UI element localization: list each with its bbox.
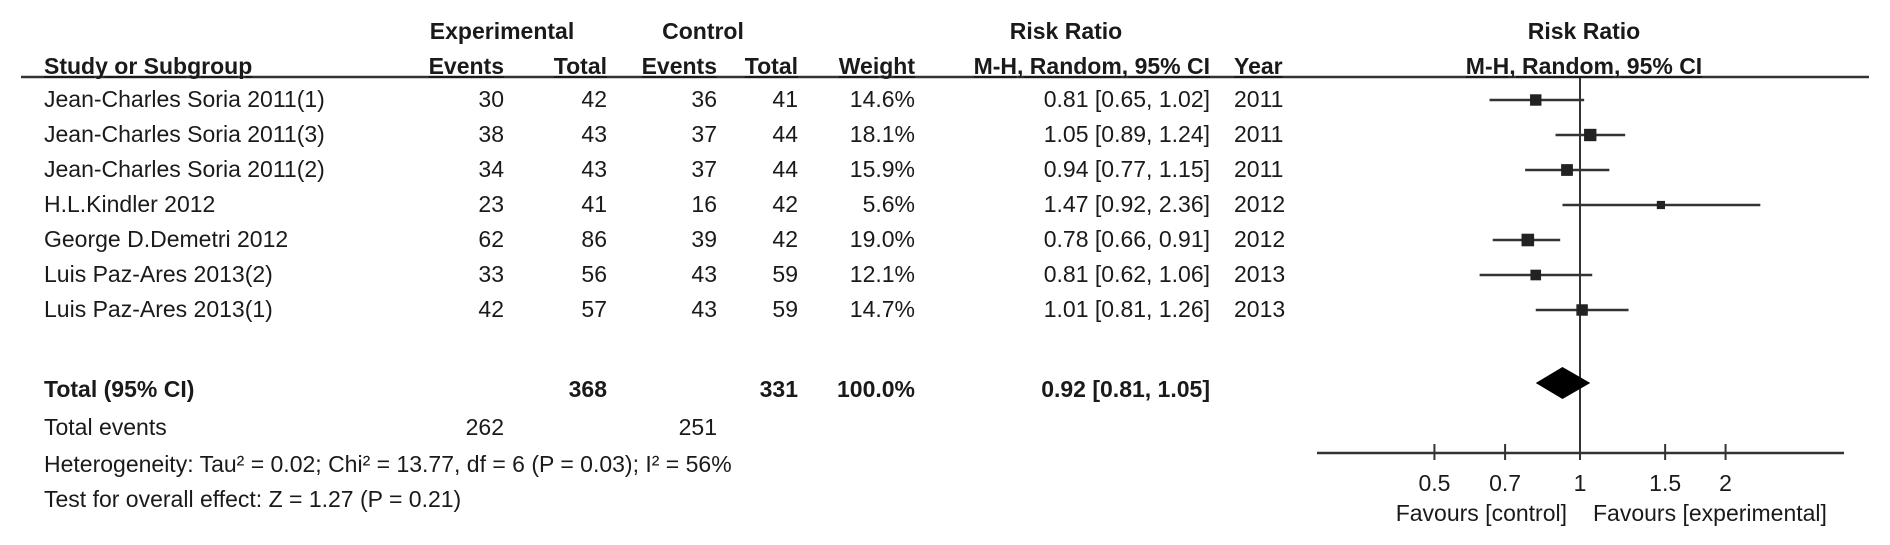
row-ctl-total: 42 <box>772 226 798 252</box>
row-exp-total: 42 <box>581 86 607 112</box>
header-control: Control <box>662 18 744 44</box>
heterogeneity-text: Heterogeneity: Tau² = 0.02; Chi² = 13.77… <box>44 451 732 477</box>
row-exp-total: 56 <box>581 261 607 287</box>
x-tick-label: 1.5 <box>1649 470 1682 496</box>
row-weight: 15.9% <box>849 156 915 182</box>
total-weight: 100.0% <box>836 376 915 402</box>
col-year: Year <box>1234 53 1283 79</box>
row-ctl-events: 43 <box>691 296 717 322</box>
row-ctl-total: 41 <box>772 86 798 112</box>
header-risk-ratio: Risk Ratio <box>1009 18 1123 44</box>
row-ctl-total: 44 <box>772 121 798 147</box>
row-exp-total: 41 <box>581 191 607 217</box>
row-year: 2011 <box>1234 86 1284 112</box>
row-rr: 1.01 [0.81, 1.26] <box>1043 296 1210 322</box>
row-ctl-total: 59 <box>772 296 798 322</box>
row-weight: 14.6% <box>849 86 915 112</box>
total-rr: 0.92 [0.81, 1.05] <box>1041 376 1210 402</box>
row-ctl-events: 37 <box>691 156 717 182</box>
plot-header-risk-ratio: Risk Ratio <box>1527 18 1641 44</box>
row-exp-events: 30 <box>478 86 504 112</box>
col-rr: M-H, Random, 95% CI <box>973 53 1210 79</box>
favours-experimental-label: Favours [experimental] <box>1593 500 1827 526</box>
total-events-label: Total events <box>44 414 167 440</box>
row-year: 2013 <box>1234 296 1286 322</box>
favours-control-label: Favours [control] <box>1395 500 1567 526</box>
row-rr: 1.05 [0.89, 1.24] <box>1043 121 1210 147</box>
row-rr: 0.78 [0.66, 0.91] <box>1043 226 1210 252</box>
study-marker <box>1530 94 1542 106</box>
study-marker <box>1561 164 1573 176</box>
row-exp-total: 43 <box>581 156 607 182</box>
row-year: 2012 <box>1234 191 1286 217</box>
row-rr: 0.81 [0.62, 1.06] <box>1043 261 1210 287</box>
row-ctl-total: 59 <box>772 261 798 287</box>
row-ctl-events: 43 <box>691 261 717 287</box>
row-ctl-events: 16 <box>691 191 717 217</box>
col-exp-total: Total <box>553 53 607 79</box>
total-events-ctl: 251 <box>678 414 717 440</box>
row-exp-events: 62 <box>478 226 504 252</box>
row-study: Luis Paz-Ares 2013(2) <box>44 261 273 287</box>
row-exp-total: 43 <box>581 121 607 147</box>
row-ctl-events: 37 <box>691 121 717 147</box>
x-tick-label: 1 <box>1573 470 1587 496</box>
row-exp-events: 33 <box>478 261 504 287</box>
total-exp-total: 368 <box>568 376 607 402</box>
x-tick-label: 2 <box>1719 470 1732 496</box>
row-year: 2012 <box>1234 226 1286 252</box>
row-study: Jean-Charles Soria 2011(2) <box>44 156 325 182</box>
overall-effect-text: Test for overall effect: Z = 1.27 (P = 0… <box>44 486 462 512</box>
col-weight: Weight <box>838 53 915 79</box>
row-study: H.L.Kindler 2012 <box>44 191 216 217</box>
row-year: 2013 <box>1234 261 1286 287</box>
row-year: 2011 <box>1234 121 1284 147</box>
row-study: Jean-Charles Soria 2011(1) <box>44 86 325 112</box>
row-weight: 18.1% <box>849 121 915 147</box>
row-rr: 0.81 [0.65, 1.02] <box>1043 86 1210 112</box>
pooled-diamond <box>1535 367 1591 399</box>
row-exp-events: 34 <box>478 156 504 182</box>
col-ctl-events: Events <box>641 53 717 79</box>
row-study: Luis Paz-Ares 2013(1) <box>44 296 273 322</box>
col-ctl-total: Total <box>744 53 798 79</box>
x-tick-label: 0.7 <box>1489 470 1522 496</box>
row-weight: 5.6% <box>862 191 915 217</box>
row-ctl-events: 36 <box>691 86 717 112</box>
row-weight: 12.1% <box>849 261 915 287</box>
study-marker <box>1584 128 1597 142</box>
row-exp-events: 42 <box>478 296 504 322</box>
total-events-exp: 262 <box>465 414 504 440</box>
header-experimental: Experimental <box>429 18 575 44</box>
study-marker <box>1521 233 1535 247</box>
row-exp-events: 23 <box>478 191 504 217</box>
row-ctl-events: 39 <box>691 226 717 252</box>
study-marker <box>1530 269 1542 281</box>
total-ctl-total: 331 <box>759 376 798 402</box>
study-marker <box>1576 304 1588 316</box>
col-study: Study or Subgroup <box>44 53 253 79</box>
row-ctl-total: 44 <box>772 156 798 182</box>
row-ctl-total: 42 <box>772 191 798 217</box>
study-marker <box>1656 200 1666 210</box>
row-study: George D.Demetri 2012 <box>44 226 289 252</box>
row-exp-events: 38 <box>478 121 504 147</box>
row-exp-total: 57 <box>581 296 607 322</box>
row-year: 2011 <box>1234 156 1284 182</box>
row-weight: 19.0% <box>849 226 915 252</box>
x-tick-label: 0.5 <box>1418 470 1451 496</box>
row-exp-total: 86 <box>581 226 607 252</box>
row-study: Jean-Charles Soria 2011(3) <box>44 121 325 147</box>
row-rr: 1.47 [0.92, 2.36] <box>1043 191 1210 217</box>
total-label: Total (95% CI) <box>44 376 195 402</box>
row-rr: 0.94 [0.77, 1.15] <box>1043 156 1210 182</box>
row-weight: 14.7% <box>849 296 915 322</box>
col-exp-events: Events <box>428 53 504 79</box>
plot-header-method: M-H, Random, 95% CI <box>1465 53 1703 79</box>
